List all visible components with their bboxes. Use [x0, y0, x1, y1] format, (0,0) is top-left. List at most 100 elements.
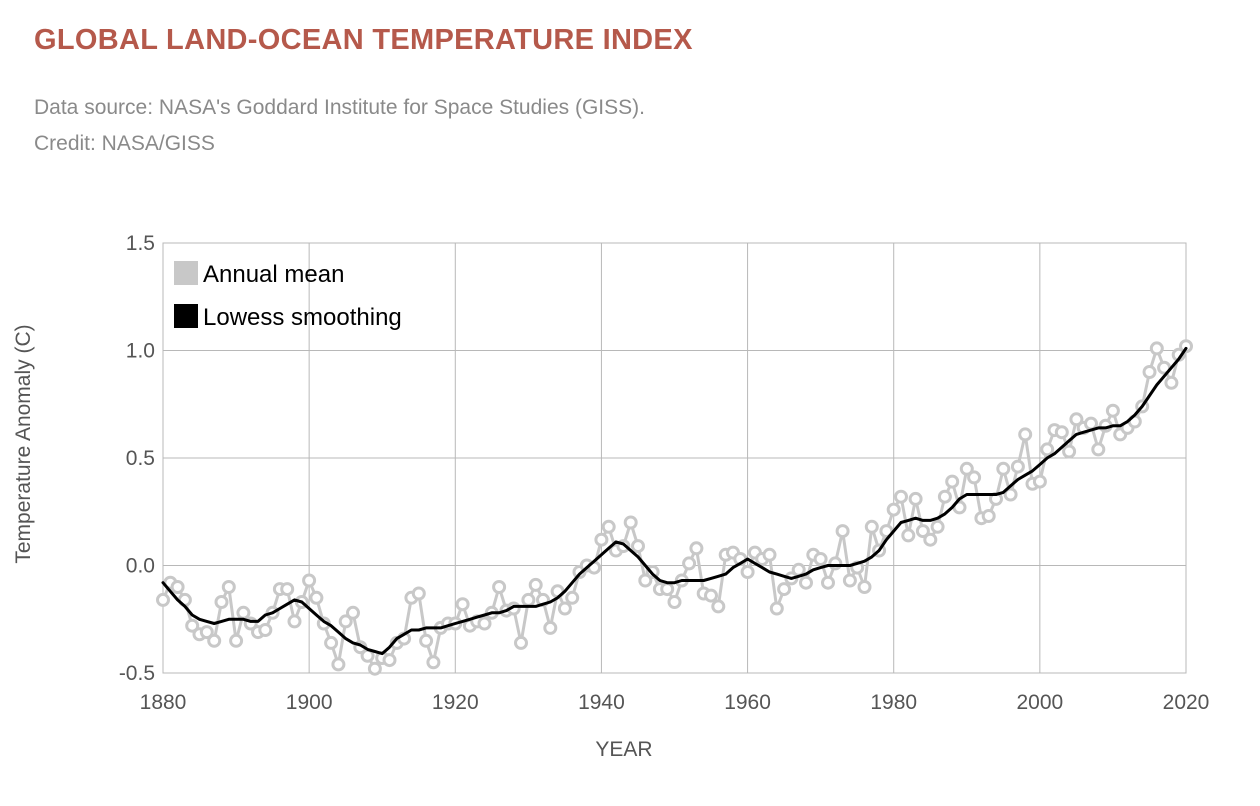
annual-mean-point[interactable]: [967, 470, 982, 485]
annual-mean-point[interactable]: [543, 620, 558, 635]
annual-mean-point[interactable]: [207, 633, 222, 648]
annual-mean-point[interactable]: [346, 605, 360, 620]
annual-mean-point[interactable]: [1062, 444, 1077, 459]
annual-mean-point[interactable]: [492, 580, 507, 594]
annual-mean-point[interactable]: [528, 577, 543, 592]
annual-mean-point[interactable]: [1091, 442, 1106, 457]
annual-mean-point[interactable]: [236, 605, 251, 620]
annual-mean-point[interactable]: [660, 582, 675, 597]
annual-mean-point[interactable]: [594, 532, 609, 547]
annual-mean-point[interactable]: [981, 509, 996, 523]
annual-mean-point[interactable]: [711, 599, 726, 614]
legend-item-lowess[interactable]: Lowess smoothing: [172, 302, 402, 331]
annual-mean-point[interactable]: [324, 635, 339, 650]
annual-mean-point[interactable]: [1149, 341, 1164, 356]
legend-label-annual: Annual mean: [203, 261, 344, 288]
legend-item-annual-mean[interactable]: Annual mean: [172, 259, 344, 288]
y-axis-title: Temperature Anomaly (C): [12, 324, 35, 563]
annual-mean-point[interactable]: [1069, 412, 1084, 427]
annual-mean-point[interactable]: [1142, 365, 1157, 379]
annual-mean-point[interactable]: [704, 588, 718, 603]
annual-mean-point[interactable]: [762, 547, 777, 562]
annual-mean-point[interactable]: [557, 601, 572, 616]
annual-mean-point[interactable]: [777, 582, 792, 597]
annual-mean-point[interactable]: [1054, 425, 1069, 440]
annual-mean-point[interactable]: [170, 580, 185, 594]
annual-mean-point[interactable]: [828, 556, 843, 571]
x-tick-label: 2000: [1016, 691, 1063, 714]
x-tick-label: 1960: [724, 691, 771, 714]
annual-mean-point[interactable]: [930, 519, 945, 534]
annual-mean-point[interactable]: [309, 590, 324, 605]
annual-mean-point[interactable]: [623, 515, 638, 530]
annual-mean-point[interactable]: [302, 573, 317, 588]
annual-mean-point[interactable]: [864, 519, 879, 534]
annual-mean-point[interactable]: [367, 661, 382, 676]
legend-label-lowess: Lowess smoothing: [203, 304, 402, 331]
annual-mean-point[interactable]: [1003, 487, 1018, 502]
annual-mean-point[interactable]: [1032, 474, 1047, 489]
annual-mean-point[interactable]: [915, 524, 930, 539]
annual-mean-point[interactable]: [477, 616, 492, 631]
annual-mean-point[interactable]: [813, 552, 828, 566]
annual-mean-point[interactable]: [689, 541, 704, 556]
annual-mean-point[interactable]: [521, 592, 536, 607]
annual-mean-point[interactable]: [1179, 339, 1193, 354]
annual-mean-point[interactable]: [769, 601, 784, 616]
legend: Annual mean Lowess smoothing: [172, 259, 402, 331]
y-tick-label: 0.5: [126, 447, 155, 470]
annual-mean-point[interactable]: [221, 580, 236, 594]
x-axis-title: YEAR: [595, 738, 652, 761]
annual-mean-point[interactable]: [419, 633, 434, 648]
grid-layer: [162, 242, 1187, 674]
data-source-text: Data source: NASA's Goddard Institute fo…: [34, 96, 645, 119]
x-tick-label: 1940: [578, 691, 625, 714]
annual-mean-point[interactable]: [835, 524, 850, 539]
annual-mean-point[interactable]: [937, 489, 952, 504]
legend-swatch-lowess: [172, 302, 200, 330]
annual-mean-point[interactable]: [1018, 427, 1033, 442]
annual-mean-point[interactable]: [959, 461, 974, 476]
annual-mean-point[interactable]: [455, 597, 470, 612]
annual-mean-point[interactable]: [185, 618, 200, 633]
annual-mean-point[interactable]: [258, 623, 273, 637]
annual-mean-point[interactable]: [1010, 459, 1025, 474]
y-tick-label: 1.0: [126, 340, 155, 363]
annual-mean-point[interactable]: [740, 565, 755, 579]
annual-mean-point[interactable]: [565, 590, 580, 605]
annual-mean-point[interactable]: [857, 580, 872, 594]
annual-mean-point[interactable]: [886, 502, 901, 517]
annual-mean-point[interactable]: [667, 595, 682, 609]
annual-mean-point[interactable]: [894, 489, 908, 504]
annual-mean-point[interactable]: [331, 657, 346, 672]
annual-mean-point[interactable]: [280, 582, 295, 597]
annual-mean-point[interactable]: [287, 614, 302, 629]
annual-mean-point[interactable]: [996, 461, 1011, 476]
annual-mean-point[interactable]: [1040, 442, 1055, 457]
x-tick-label: 1980: [870, 691, 917, 714]
annual-mean-point[interactable]: [338, 614, 353, 629]
annual-mean-point[interactable]: [382, 653, 397, 668]
annual-mean-point[interactable]: [514, 635, 528, 650]
annual-mean-point[interactable]: [842, 573, 857, 588]
annual-mean-point[interactable]: [631, 539, 645, 554]
legend-swatch-annual: [172, 259, 200, 287]
annual-mean-point[interactable]: [1105, 403, 1120, 418]
annual-mean-point[interactable]: [821, 575, 835, 590]
annual-mean-point[interactable]: [601, 519, 616, 534]
annual-mean-point[interactable]: [229, 633, 244, 648]
annual-mean-point[interactable]: [411, 586, 426, 601]
annual-mean-point[interactable]: [901, 528, 916, 543]
x-tick-label: 2020: [1163, 691, 1210, 714]
annual-mean-point[interactable]: [923, 532, 938, 547]
annual-mean-point[interactable]: [638, 573, 653, 588]
annual-mean-point[interactable]: [799, 575, 813, 590]
annual-mean-point[interactable]: [908, 491, 923, 506]
annual-mean-point[interactable]: [1164, 375, 1179, 390]
annual-mean-point[interactable]: [426, 655, 441, 670]
annual-mean-point[interactable]: [199, 625, 214, 640]
annual-mean-point[interactable]: [214, 595, 229, 609]
annual-mean-point[interactable]: [945, 474, 960, 489]
annual-mean-point[interactable]: [156, 592, 170, 607]
annual-mean-point[interactable]: [682, 556, 697, 571]
